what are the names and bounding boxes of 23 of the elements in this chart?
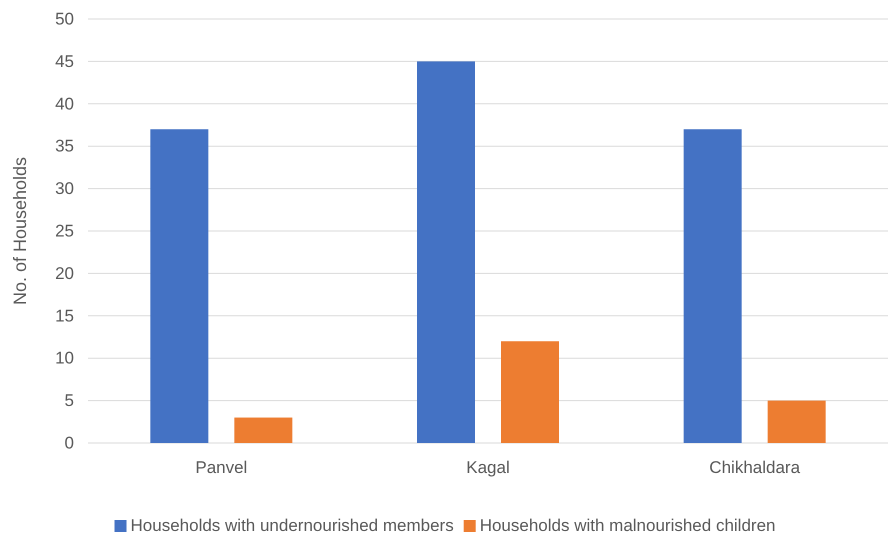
y-tick-label: 0 <box>64 433 74 452</box>
bar <box>768 400 826 443</box>
y-axis-title: No. of Households <box>10 156 30 306</box>
bar <box>234 418 292 443</box>
x-tick-label: Chikhaldara <box>709 458 801 478</box>
y-tick-label: 30 <box>55 179 74 198</box>
y-tick-label: 45 <box>55 52 74 71</box>
bar <box>501 341 559 443</box>
y-tick-label: 40 <box>55 94 74 114</box>
bar <box>417 61 475 443</box>
legend-label: Households with malnourished children <box>480 516 776 535</box>
x-tick-label: Kagal <box>466 458 510 478</box>
x-tick-label: Panvel <box>195 458 248 478</box>
y-tick-label: 15 <box>55 306 74 326</box>
bar <box>684 129 742 443</box>
y-tick-label: 50 <box>55 9 74 28</box>
y-tick-label: 20 <box>55 264 74 283</box>
y-tick-label: 35 <box>55 136 74 156</box>
bar <box>150 129 208 443</box>
y-tick-label: 5 <box>64 391 74 410</box>
y-tick-label: 25 <box>55 221 74 240</box>
legend-label: Households with undernourished members <box>130 516 454 535</box>
y-tick-label: 10 <box>55 348 74 368</box>
